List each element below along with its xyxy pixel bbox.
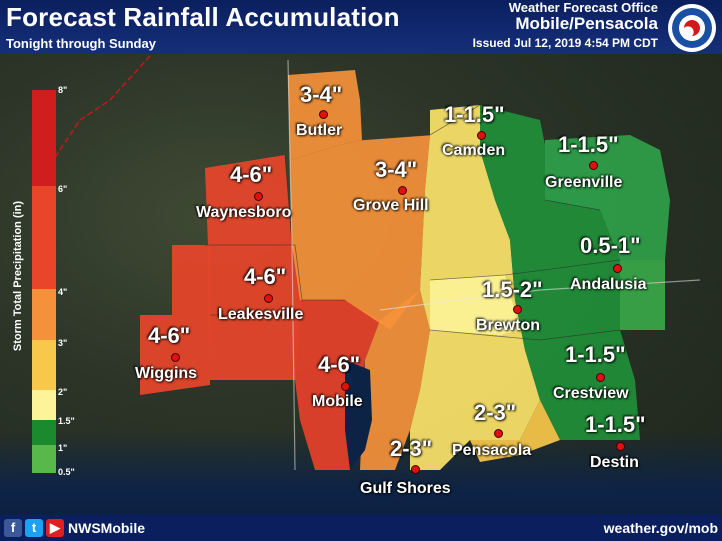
city-marker	[264, 294, 273, 303]
legend-tick: 0.5"	[58, 467, 75, 477]
city-marker	[398, 186, 407, 195]
office-name: Mobile/Pensacola	[515, 14, 658, 33]
region-brewton	[430, 275, 520, 335]
amount-waynesboro: 4-6"	[230, 162, 273, 187]
region-orange-south	[360, 290, 430, 470]
amount-brewton: 1.5-2"	[482, 277, 543, 302]
city-butler: Butler	[296, 122, 343, 139]
city-marker	[319, 110, 328, 119]
city-brewton: Brewton	[476, 317, 540, 334]
amount-leakesville: 4-6"	[244, 264, 287, 289]
amount-pensacola: 2-3"	[474, 400, 517, 425]
region-waynesboro	[205, 155, 292, 245]
social-icons: f t ▶	[4, 519, 64, 537]
legend-tick: 1"	[58, 443, 68, 453]
city-marker	[596, 373, 605, 382]
amount-andalusia: 0.5-1"	[580, 233, 641, 258]
facebook-icon[interactable]: f	[4, 519, 22, 537]
region-leakesville	[208, 245, 302, 380]
mobile-bay	[345, 360, 372, 470]
amount-gulf-shores: 2-3"	[390, 436, 433, 461]
amount-butler: 3-4"	[300, 82, 343, 107]
twitter-icon[interactable]: t	[25, 519, 43, 537]
city-leakesville: Leakesville	[218, 306, 304, 323]
city-marker	[513, 305, 522, 314]
city-marker	[254, 192, 263, 201]
city-marker	[411, 465, 420, 474]
issued-timestamp: Issued Jul 12, 2019 4:54 PM CDT	[472, 36, 658, 50]
city-crestview: Crestview	[553, 385, 629, 402]
city-gulf-shores: Gulf Shores	[360, 480, 451, 497]
legend-tick: 3"	[58, 338, 68, 348]
header-bar: Forecast Rainfall Accumulation Tonight t…	[0, 0, 722, 54]
city-wiggins: Wiggins	[135, 365, 198, 382]
page-title: Forecast Rainfall Accumulation	[6, 2, 400, 32]
legend-tick: 4"	[58, 287, 68, 297]
city-greenville: Greenville	[545, 174, 623, 191]
city-mobile: Mobile	[312, 393, 363, 410]
amount-grove-hill: 3-4"	[375, 157, 418, 182]
legend-title: Storm Total Precipitation (in)	[12, 200, 24, 352]
legend-tick: 6"	[58, 184, 68, 194]
city-marker	[616, 442, 625, 451]
page-subtitle: Tonight through Sunday	[6, 36, 156, 51]
precip-legend	[32, 90, 56, 473]
region-pensacola	[470, 400, 560, 462]
city-marker	[613, 264, 622, 273]
region-greenville	[545, 135, 670, 260]
city-camden: Camden	[442, 142, 506, 159]
city-destin: Destin	[590, 454, 639, 471]
city-marker	[171, 353, 180, 362]
city-pensacola: Pensacola	[452, 442, 532, 459]
amount-camden: 1-1.5"	[444, 102, 505, 127]
amount-wiggins: 4-6"	[148, 323, 191, 348]
social-handle[interactable]: NWSMobile	[68, 520, 145, 536]
website-link[interactable]: weather.gov/mob	[603, 520, 718, 536]
city-marker	[494, 429, 503, 438]
city-marker	[589, 161, 598, 170]
legend-tick: 2"	[58, 387, 68, 397]
amount-greenville: 1-1.5"	[558, 132, 619, 157]
footer-bar: f t ▶ NWSMobile weather.gov/mob	[0, 515, 722, 541]
region-mobile-band	[295, 300, 380, 470]
amount-mobile: 4-6"	[318, 352, 361, 377]
youtube-icon[interactable]: ▶	[46, 519, 64, 537]
noaa-nws-logo-icon	[668, 4, 716, 52]
region-camden-green	[480, 105, 620, 400]
region-crestview	[540, 330, 640, 440]
amount-destin: 1-1.5"	[585, 412, 646, 437]
city-grove-hill: Grove Hill	[353, 197, 429, 214]
region-andalusia	[620, 260, 665, 330]
city-andalusia: Andalusia	[570, 276, 647, 293]
region-wiggins	[140, 245, 210, 395]
legend-tick: 1.5"	[58, 416, 75, 426]
legend-tick: 8"	[58, 85, 68, 95]
office-label: Weather Forecast Office	[508, 0, 658, 15]
city-marker	[477, 131, 486, 140]
city-waynesboro: Waynesboro	[196, 204, 292, 221]
region-grove-hill	[290, 135, 430, 330]
city-marker	[341, 382, 350, 391]
amount-crestview: 1-1.5"	[565, 342, 626, 367]
